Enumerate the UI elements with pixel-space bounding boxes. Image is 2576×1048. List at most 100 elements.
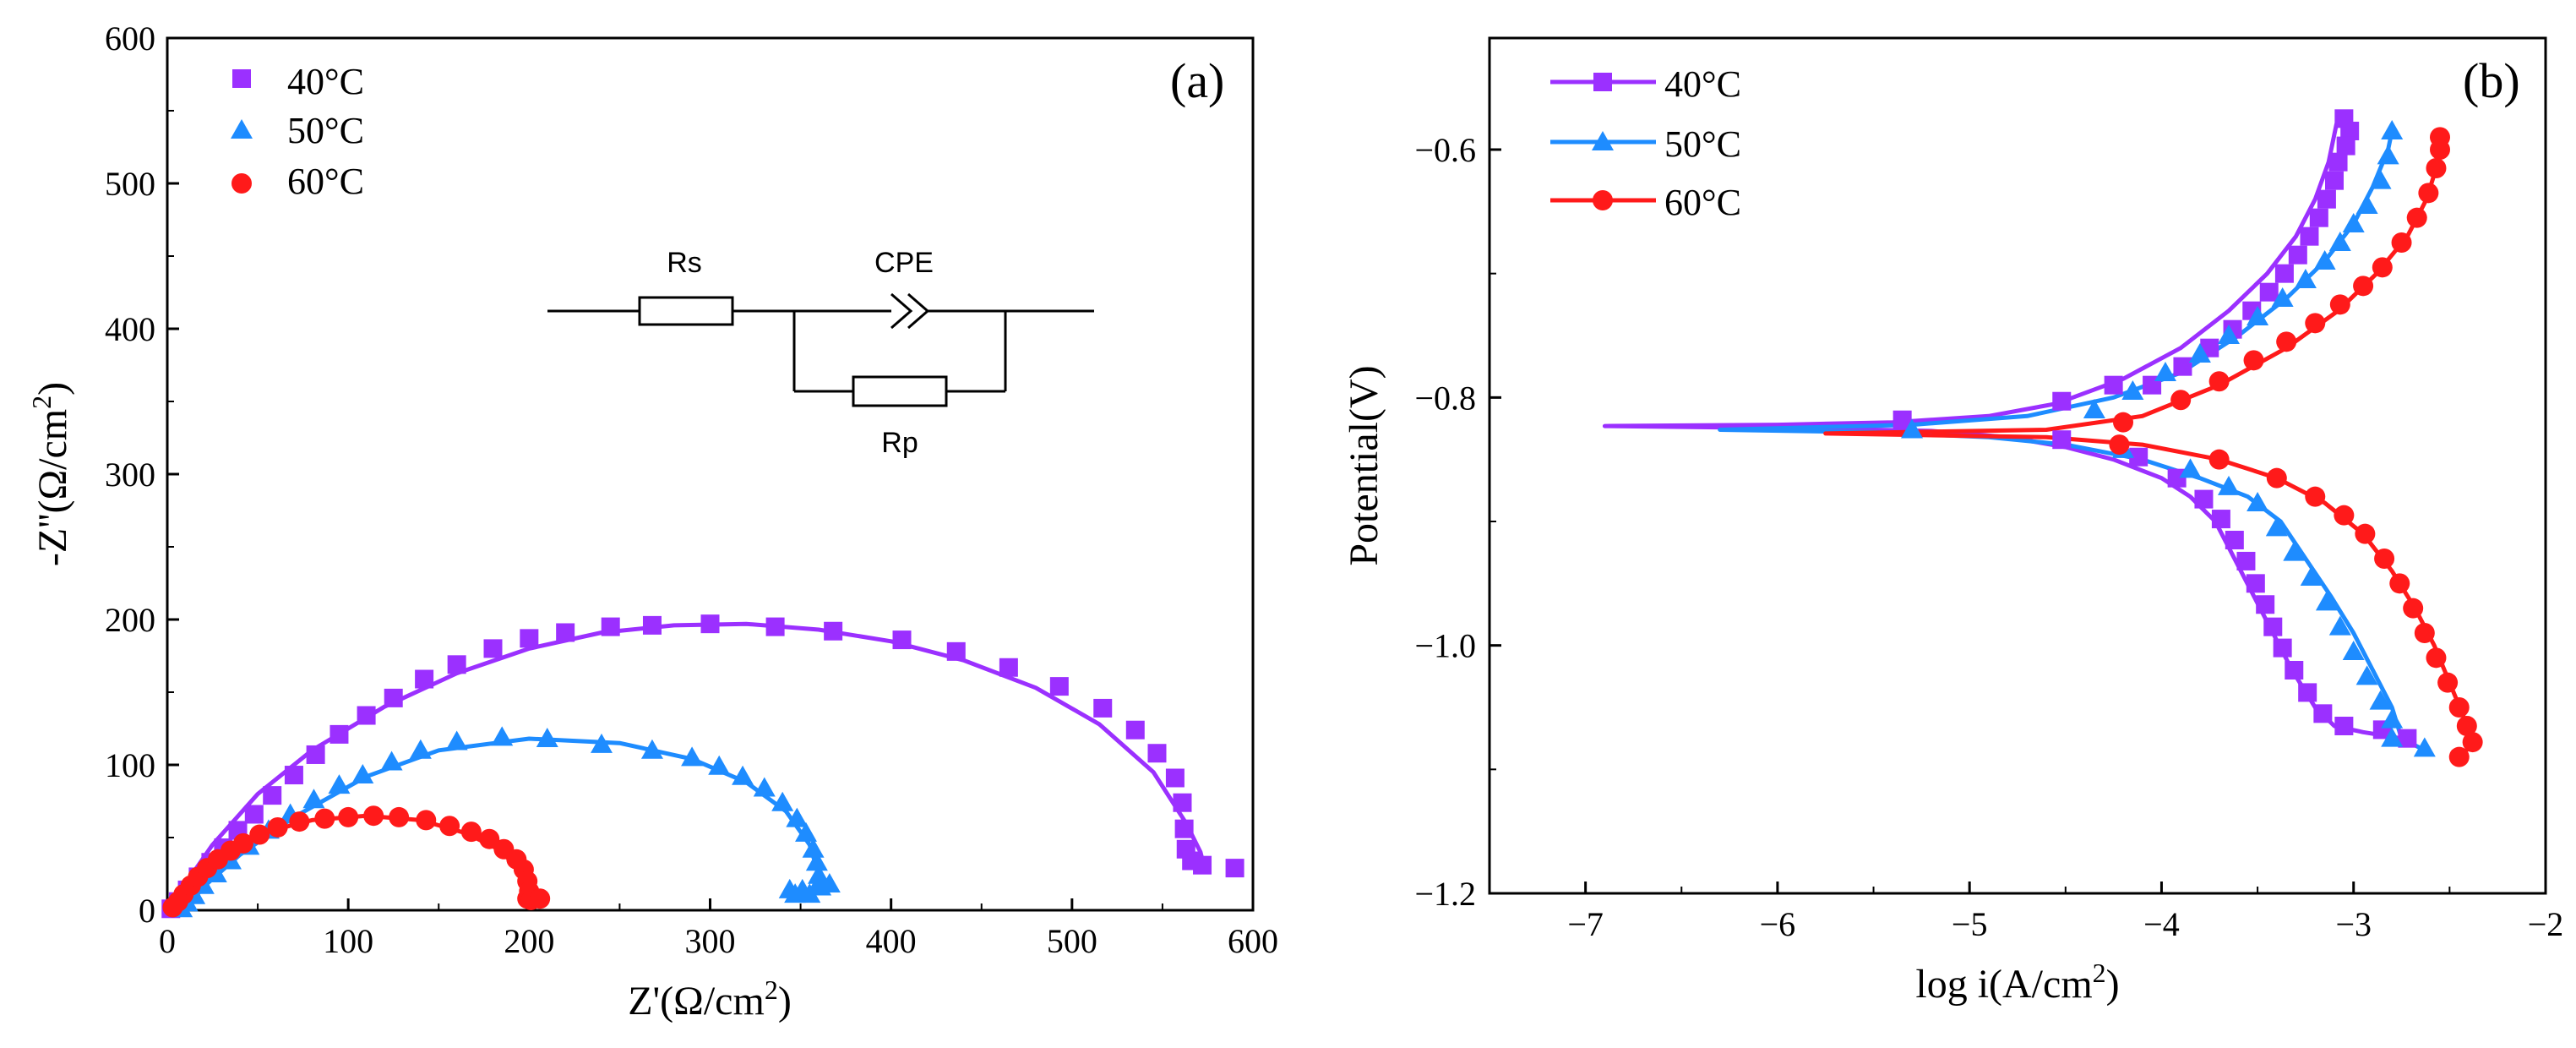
curve-marker-circle (2448, 746, 2470, 767)
curve-marker-square (2325, 171, 2344, 190)
curve-marker-triangle (2313, 250, 2336, 270)
curve-marker-square (2273, 638, 2292, 658)
curve-marker-square (2173, 357, 2192, 376)
legend-a: 40°C 50°C 60°C (231, 61, 364, 202)
data-point-triangle (302, 789, 325, 809)
curve-marker-triangle (2328, 232, 2351, 251)
y-tick-label-b: −0.6 (1414, 131, 1476, 169)
curve-marker-square (2256, 595, 2275, 614)
data-point-square (700, 614, 720, 634)
curve-marker-triangle (2381, 708, 2404, 729)
y-tick-label-a: 400 (105, 310, 155, 348)
y-axis-label-b: Potential(V) (1342, 365, 1386, 565)
curve-marker-triangle (2413, 737, 2436, 757)
curve-marker-circle (2266, 467, 2287, 489)
legend-label-50c-b: 50°C (1664, 123, 1741, 165)
x-tick-label-a: 400 (866, 922, 917, 960)
data-point-triangle (753, 777, 776, 797)
curve-marker-circle (2456, 716, 2477, 736)
legend-square-marker (1593, 73, 1612, 91)
legend-square-marker (232, 69, 251, 88)
data-point-triangle (786, 807, 809, 827)
curve-marker-square (1893, 410, 1912, 429)
data-point-circle (289, 811, 310, 832)
curve-marker-triangle (2247, 492, 2269, 511)
data-point-triangle (681, 746, 704, 767)
curve-marker-triangle (2265, 516, 2288, 537)
curve-marker-circle (2243, 350, 2264, 371)
curve-marker-triangle (2294, 269, 2317, 288)
curve-marker-square (2167, 468, 2187, 488)
data-point-circle (530, 888, 551, 909)
curve-marker-triangle (2271, 287, 2294, 307)
legend-b: 40°C 50°C 60°C (1550, 63, 1741, 223)
curve-marker-triangle (2381, 727, 2404, 747)
curve-marker-circle (2170, 390, 2192, 411)
curve-marker-circle (2426, 647, 2447, 669)
curve-marker-triangle (2218, 475, 2240, 495)
curve-marker-triangle (2355, 665, 2378, 685)
data-point-triangle (791, 878, 814, 898)
data-point-square (357, 706, 376, 725)
data-point-circle (314, 808, 335, 829)
curve-marker-triangle (2154, 362, 2176, 381)
y-tick-label-a: 600 (105, 19, 155, 57)
data-point-triangle (491, 726, 514, 746)
data-point-circle (460, 821, 482, 843)
data-point-triangle (708, 755, 731, 775)
curve-marker-triangle (2315, 591, 2338, 611)
curve-marker-circle (2113, 412, 2133, 433)
x-tick-label-a: 500 (1047, 922, 1097, 960)
curve-marker-square (2225, 531, 2244, 549)
panel-label-b: (b) (2463, 53, 2520, 108)
cpe-label: CPE (874, 247, 934, 279)
axis-ticks-b: −7 −6 −5 −4 −3 −2 −1.2 −1.0 −0.8 −0.6 (1414, 131, 2563, 943)
data-point-triangle (818, 873, 841, 893)
curve-marker-triangle (2355, 194, 2378, 214)
y-tick-label-b: −1.0 (1414, 627, 1476, 665)
data-point-triangle (536, 728, 558, 748)
x-tick-label-a: 100 (323, 922, 373, 960)
data-point-square (765, 617, 785, 636)
curve-marker-circle (2334, 505, 2355, 526)
cpe-element (890, 292, 913, 330)
curve-marker-circle (2430, 139, 2450, 160)
data-point-square (1093, 698, 1113, 718)
data-point-triangle (328, 774, 351, 794)
data-point-circle (338, 806, 359, 827)
curve-marker-square (2263, 617, 2283, 636)
curve-marker-square (2328, 152, 2348, 172)
data-point-square (263, 786, 282, 805)
data-point-square (329, 724, 349, 744)
curve-marker-circle (2329, 294, 2350, 315)
y-tick-label-a: 100 (105, 746, 155, 784)
polarization-curve-circle (1823, 137, 2475, 759)
y-tick-label-b: −1.2 (1414, 875, 1476, 913)
data-point-square (520, 629, 539, 648)
tafel-panel: −7 −6 −5 −4 −3 −2 −1.2 −1.0 −0.8 −0.6 (b) log i(A… (1342, 36, 2563, 1007)
x-tick-label-b: −2 (2528, 905, 2564, 943)
data-point-square (556, 623, 575, 642)
legend-label-40c-a: 40°C (287, 61, 364, 102)
curve-marker-square (2334, 717, 2354, 735)
y-tick-label-a: 300 (105, 456, 155, 494)
curve-marker-triangle (2218, 325, 2240, 344)
curve-marker-triangle (2083, 399, 2105, 418)
data-point-square (244, 805, 264, 824)
data-point-square (1049, 677, 1069, 696)
curve-marker-triangle (2342, 213, 2365, 232)
curve-marker-square (2336, 136, 2355, 156)
curve-marker-square (2317, 189, 2336, 209)
curve-marker-square (2104, 375, 2123, 395)
curve-marker-circle (2109, 434, 2130, 456)
curve-marker-triangle (2328, 615, 2351, 636)
legend-circle-marker (1593, 190, 1613, 210)
curve-marker-circle (2208, 371, 2230, 392)
curve-marker-circle (2406, 207, 2427, 228)
curve-marker-triangle (2369, 169, 2392, 189)
curve-marker-square (2309, 208, 2328, 227)
curve-marker-square (2194, 489, 2214, 509)
x-tick-label-b: −4 (2143, 905, 2180, 943)
x-tick-label-a: 300 (685, 922, 736, 960)
curve-marker-circle (2305, 486, 2326, 507)
